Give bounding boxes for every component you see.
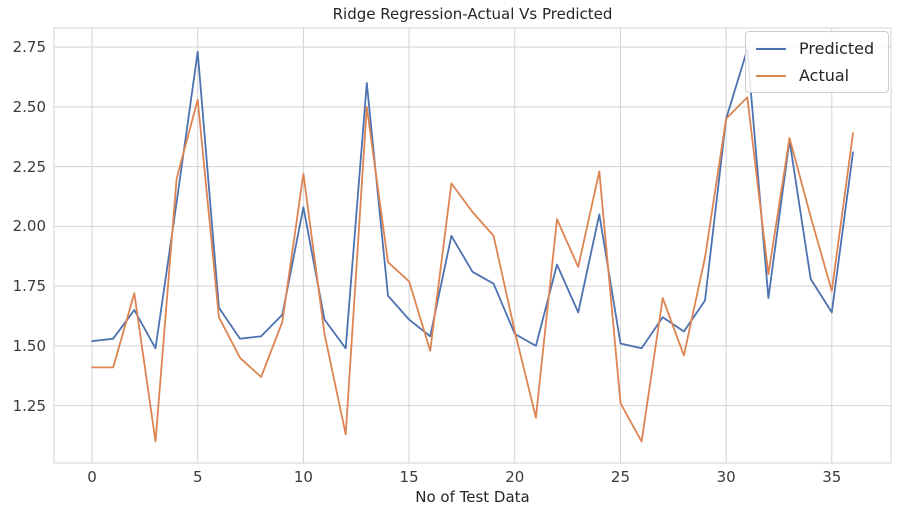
x-tick-label: 30 [716,468,736,486]
x-tick-label: 25 [610,468,630,486]
legend-item-actual: Actual [756,63,880,88]
y-tick-label: 1.25 [12,396,46,415]
y-tick-label: 2.00 [12,217,46,236]
x-tick-label: 0 [87,468,97,486]
predicted-line-swatch-icon [756,47,786,50]
y-tick-label: 2.75 [12,38,46,57]
x-tick-label: 20 [505,468,525,486]
actual-line-swatch-icon [756,74,786,77]
x-tick-label: 5 [192,468,203,486]
y-tick-label: 1.75 [12,277,46,296]
legend-label-predicted: Predicted [799,39,875,58]
y-tick-label: 2.50 [12,97,46,116]
plot-border [53,27,892,464]
legend-item-predicted: Predicted [756,36,880,61]
legend-label-actual: Actual [799,66,850,85]
y-tick-label: 2.25 [12,157,46,176]
legend: Predicted Actual [745,31,889,93]
series-line-actual [91,96,854,443]
x-axis-label: No of Test Data [415,488,530,506]
series-line-predicted [91,48,854,350]
x-tick-label: 10 [293,468,313,486]
x-tick-label: 15 [399,468,419,486]
chart-title: Ridge Regression-Actual Vs Predicted [332,5,613,23]
x-tick-label: 35 [822,468,842,486]
y-tick-label: 1.50 [12,336,46,355]
